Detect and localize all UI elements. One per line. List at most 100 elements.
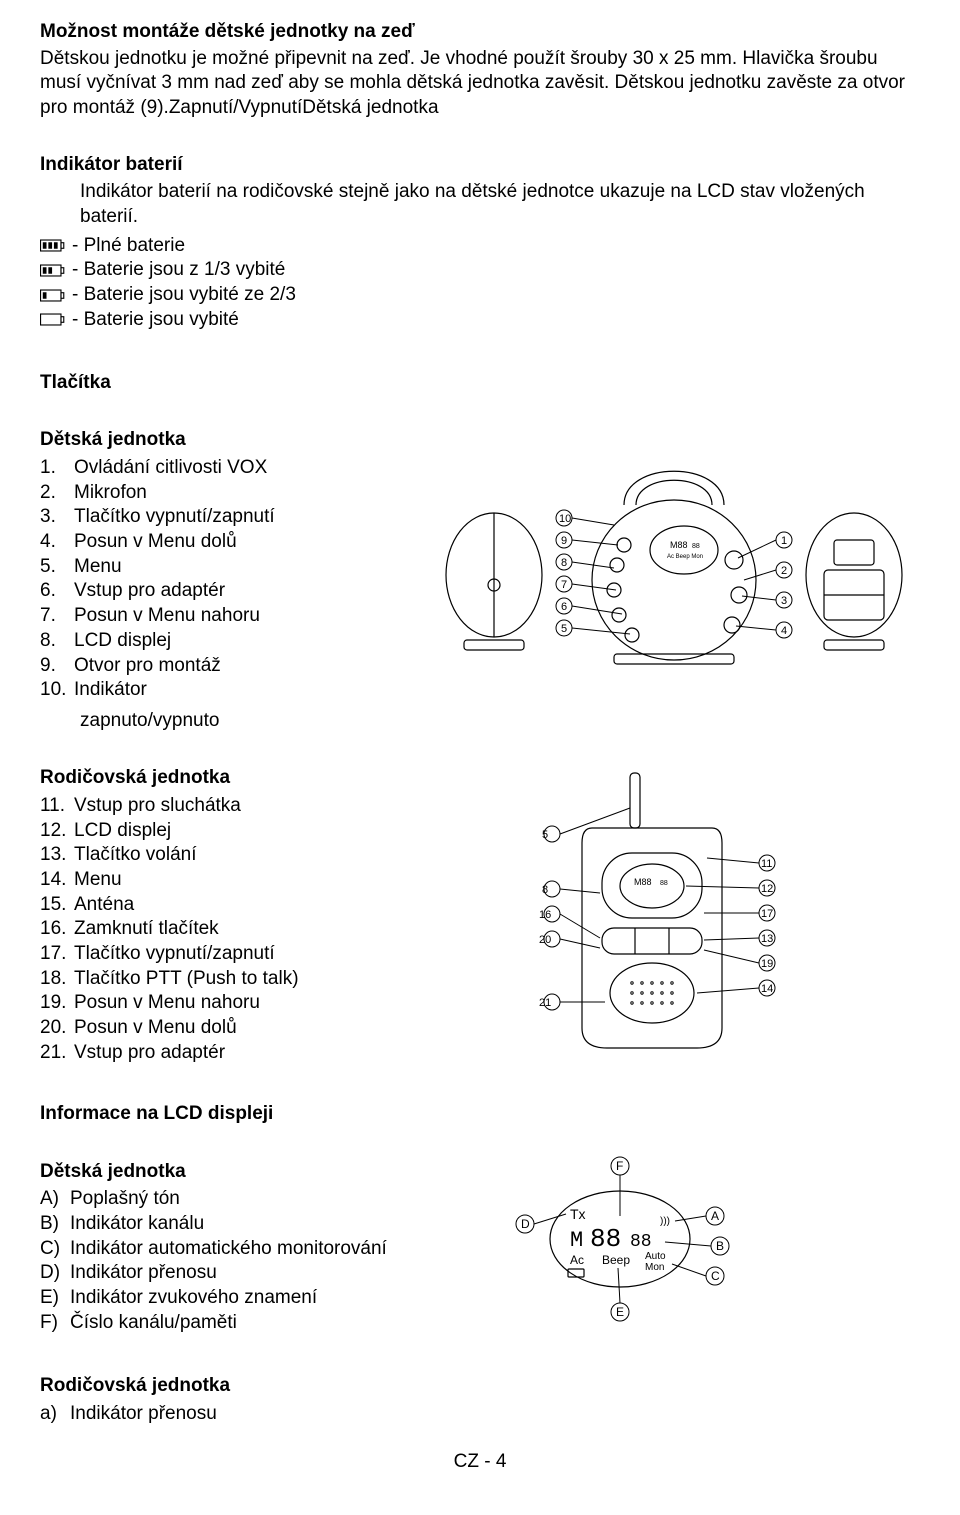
lcd-child-diagram: Tx M 88 88 ))) Ac Beep Auto Mon F D A B xyxy=(490,1154,750,1332)
list-item-num: 3. xyxy=(40,505,74,530)
list-item: 14.Menu xyxy=(40,868,380,893)
list-item: 8.LCD displej xyxy=(40,629,380,654)
svg-text:13: 13 xyxy=(761,933,773,945)
list-item: 2.Mikrofon xyxy=(40,481,380,506)
list-item: 5.Menu xyxy=(40,555,380,580)
list-item: 4.Posun v Menu dolů xyxy=(40,530,380,555)
list-item-num: 16. xyxy=(40,917,74,942)
svg-text:B: B xyxy=(716,1239,724,1253)
list-item-text: Indikátor automatického monitorování xyxy=(70,1237,387,1262)
list-item-text: Tlačítko vypnutí/zapnutí xyxy=(74,505,275,530)
list-item-text: Tlačítko vypnutí/zapnutí xyxy=(74,942,275,967)
battery-text: Indikátor baterií na rodičovské stejně j… xyxy=(40,180,920,229)
list-item-num: 4. xyxy=(40,530,74,555)
list-item-text: Indikátor xyxy=(74,678,147,703)
list-item: a)Indikátor přenosu xyxy=(40,1402,920,1427)
svg-text:C: C xyxy=(711,1269,720,1283)
list-item-text: Vstup pro sluchátka xyxy=(74,794,241,819)
list-item: 9.Otvor pro montáž xyxy=(40,654,380,679)
svg-text:8: 8 xyxy=(561,557,567,569)
svg-text:))): ))) xyxy=(660,1216,670,1227)
svg-text:88: 88 xyxy=(590,1224,621,1254)
list-item-text: Menu xyxy=(74,868,122,893)
list-item-text: Indikátor kanálu xyxy=(70,1212,204,1237)
list-item-num: 8. xyxy=(40,629,74,654)
svg-text:Ac: Ac xyxy=(570,1253,584,1267)
svg-text:17: 17 xyxy=(761,908,773,920)
list-item: 1.Ovládání citlivosti VOX xyxy=(40,456,380,481)
list-item-num: 1. xyxy=(40,456,74,481)
child-unit-heading: Dětská jednotka xyxy=(40,428,380,453)
list-item-text: Ovládání citlivosti VOX xyxy=(74,456,267,481)
list-item-text: Anténa xyxy=(74,893,134,918)
list-item-text: Tlačítko PTT (Push to talk) xyxy=(74,967,299,992)
list-item-num: 18. xyxy=(40,967,74,992)
list-item-num: 11. xyxy=(40,794,74,819)
lcd-child-heading: Dětská jednotka xyxy=(40,1160,470,1185)
list-item: 7.Posun v Menu nahoru xyxy=(40,604,380,629)
list-item-text: Indikátor přenosu xyxy=(70,1261,217,1286)
list-item-text: LCD displej xyxy=(74,819,171,844)
list-item-num: 19. xyxy=(40,991,74,1016)
list-item-num: 12. xyxy=(40,819,74,844)
list-item: D)Indikátor přenosu xyxy=(40,1261,470,1286)
list-item-text: Vstup pro adaptér xyxy=(74,1041,225,1066)
list-item-num: 17. xyxy=(40,942,74,967)
list-item-num: E) xyxy=(40,1286,70,1311)
list-item-num: 5. xyxy=(40,555,74,580)
svg-text:Mon: Mon xyxy=(645,1262,664,1273)
svg-text:6: 6 xyxy=(561,601,567,613)
list-item-num: 20. xyxy=(40,1016,74,1041)
child-unit-last: zapnuto/vypnuto xyxy=(40,709,380,734)
list-item: 15.Anténa xyxy=(40,893,380,918)
svg-text:4: 4 xyxy=(781,625,787,637)
battery-level-row: - Plné baterie xyxy=(40,234,920,259)
svg-text:M: M xyxy=(570,1228,583,1253)
list-item-text: Zamknutí tlačítek xyxy=(74,917,219,942)
list-item-num: C) xyxy=(40,1237,70,1262)
lcd-parent-heading: Rodičovská jednotka xyxy=(40,1374,920,1399)
list-item-num: 10. xyxy=(40,678,74,703)
list-item-text: Posun v Menu nahoru xyxy=(74,991,260,1016)
list-item-num: 7. xyxy=(40,604,74,629)
list-item-text: LCD displej xyxy=(74,629,171,654)
list-item: 20.Posun v Menu dolů xyxy=(40,1016,380,1041)
svg-text:1: 1 xyxy=(781,535,787,547)
list-item-num: 6. xyxy=(40,579,74,604)
svg-text:14: 14 xyxy=(761,983,773,995)
svg-text:M88: M88 xyxy=(634,877,652,887)
list-item: 16.Zamknutí tlačítek xyxy=(40,917,380,942)
lcd-heading: Informace na LCD displeji xyxy=(40,1102,920,1127)
list-item: 11.Vstup pro sluchátka xyxy=(40,794,380,819)
parent-unit-diagram: M88 88 xyxy=(404,768,920,1068)
list-item-text: Indikátor přenosu xyxy=(70,1402,217,1427)
list-item: 18.Tlačítko PTT (Push to talk) xyxy=(40,967,380,992)
svg-text:5: 5 xyxy=(561,623,567,635)
list-item-text: Tlačítko volání xyxy=(74,843,197,868)
list-item-text: Menu xyxy=(74,555,122,580)
child-unit-diagram: M88 88 Ac Beep Mon xyxy=(404,430,924,670)
svg-text:Beep: Beep xyxy=(602,1253,630,1267)
svg-text:Auto: Auto xyxy=(645,1251,666,1262)
list-item-num: B) xyxy=(40,1212,70,1237)
list-item-num: 15. xyxy=(40,893,74,918)
list-item-num: 9. xyxy=(40,654,74,679)
list-item: 3.Tlačítko vypnutí/zapnutí xyxy=(40,505,380,530)
list-item-num: A) xyxy=(40,1187,70,1212)
svg-text:7: 7 xyxy=(561,579,567,591)
list-item-num: D) xyxy=(40,1261,70,1286)
list-item: 10.Indikátor xyxy=(40,678,380,703)
battery-level-row: - Baterie jsou vybité xyxy=(40,308,920,333)
battery-level-label: - Plné baterie xyxy=(72,234,185,259)
list-item-text: Vstup pro adaptér xyxy=(74,579,225,604)
list-item: B)Indikátor kanálu xyxy=(40,1212,470,1237)
svg-text:12: 12 xyxy=(761,883,773,895)
list-item: 13.Tlačítko volání xyxy=(40,843,380,868)
list-item: 17.Tlačítko vypnutí/zapnutí xyxy=(40,942,380,967)
mount-text: Dětskou jednotku je možné připevnit na z… xyxy=(40,47,920,121)
list-item: C)Indikátor automatického monitorování xyxy=(40,1237,470,1262)
svg-text:88: 88 xyxy=(660,880,668,887)
list-item: A)Poplašný tón xyxy=(40,1187,470,1212)
list-item-num: 13. xyxy=(40,843,74,868)
svg-text:E: E xyxy=(616,1305,624,1319)
